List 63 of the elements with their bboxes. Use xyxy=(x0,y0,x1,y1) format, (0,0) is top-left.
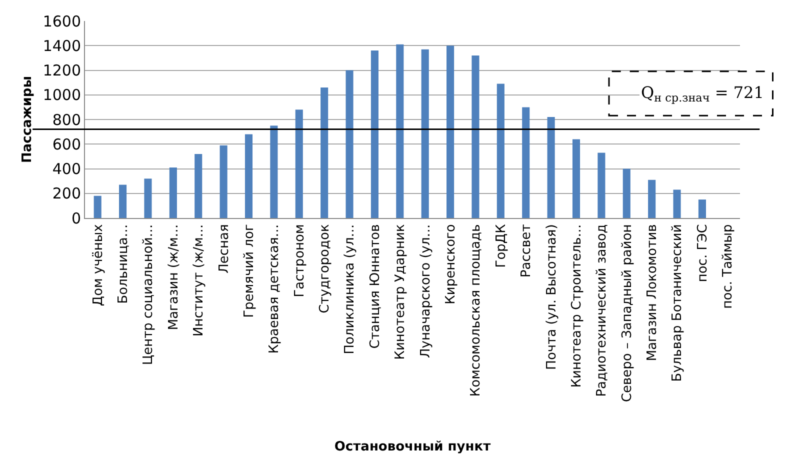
y-tick-label: 1000 xyxy=(42,86,81,104)
bar xyxy=(446,46,454,218)
x-tick-label: пос. Таймыр xyxy=(720,224,736,309)
bar xyxy=(370,50,378,218)
x-tick-label: Кинотеатр Строитель… xyxy=(569,224,584,388)
bar xyxy=(396,44,404,218)
x-tick-label: Почта (ул. Высотная) xyxy=(544,224,560,370)
bar xyxy=(496,84,504,218)
y-tick-label: 0 xyxy=(71,209,81,228)
bar xyxy=(547,117,555,218)
bar xyxy=(673,190,681,218)
x-tick-label: ГорДК xyxy=(494,224,509,268)
x-tick-label: Северо – Западный район xyxy=(620,224,635,402)
bar xyxy=(194,154,202,218)
bar xyxy=(346,70,354,218)
x-tick-label: Больница… xyxy=(116,224,132,304)
x-tick-label: Киренского xyxy=(444,224,459,304)
bar xyxy=(472,55,480,218)
bar xyxy=(220,145,228,218)
x-tick-label: пос. ГЭС xyxy=(695,224,710,282)
bar xyxy=(572,139,580,218)
x-tick-label: Институт (ж/м… xyxy=(192,224,207,337)
x-axis-title: Остановочный пункт xyxy=(334,440,492,455)
x-tick-label: Магазин (ж/м… xyxy=(166,224,182,330)
y-tick-label: 1400 xyxy=(42,36,81,55)
x-tick-label: Гремячий лог xyxy=(242,224,257,318)
bar xyxy=(119,184,127,218)
x-tick-label: Дом учёных xyxy=(90,224,106,306)
x-tick-label: Студгородок xyxy=(318,224,333,314)
y-tick-label: 800 xyxy=(52,110,81,129)
x-tick-label: Луначарского (ул… xyxy=(418,224,434,358)
bar xyxy=(94,196,102,218)
y-axis-title: Пассажиры xyxy=(20,76,35,163)
y-tick-label: 400 xyxy=(52,160,81,178)
ref-line-label: Q$_{н ср.знач}$ = 721 xyxy=(641,83,764,104)
x-tick-label: Рассвет xyxy=(519,224,534,278)
bar xyxy=(295,110,303,218)
bar xyxy=(270,126,278,218)
bar xyxy=(244,134,253,218)
x-tick-label: Радиотехнический завод xyxy=(594,224,610,397)
bar xyxy=(698,200,706,218)
y-tick-label: 600 xyxy=(52,135,81,154)
y-tick-label: 200 xyxy=(52,184,81,203)
x-tick-label: Кинотеатр Ударник xyxy=(393,224,408,360)
x-tick-label: Краевая детская… xyxy=(267,224,282,354)
bar xyxy=(648,180,656,218)
bar xyxy=(320,87,328,218)
bar xyxy=(598,152,606,218)
bar xyxy=(522,107,530,218)
bar xyxy=(144,178,152,218)
x-tick-label: Лесная xyxy=(216,224,232,274)
bar xyxy=(421,49,429,218)
x-tick-label: Станция Юннатов xyxy=(368,224,383,349)
x-tick-label: Центр социальной… xyxy=(141,224,156,365)
y-tick-label: 1600 xyxy=(42,12,81,30)
bar xyxy=(169,168,177,218)
x-tick-label: Гастроном xyxy=(292,224,308,298)
y-tick-label: 1200 xyxy=(42,62,81,80)
bar xyxy=(622,168,630,218)
x-tick-label: Бульвар Ботанический xyxy=(670,224,686,382)
x-tick-label: Поликлиника (ул… xyxy=(342,224,358,354)
x-tick-label: Комсомольская площадь xyxy=(468,224,484,397)
x-tick-label: Магазин Локомотив xyxy=(645,224,660,362)
